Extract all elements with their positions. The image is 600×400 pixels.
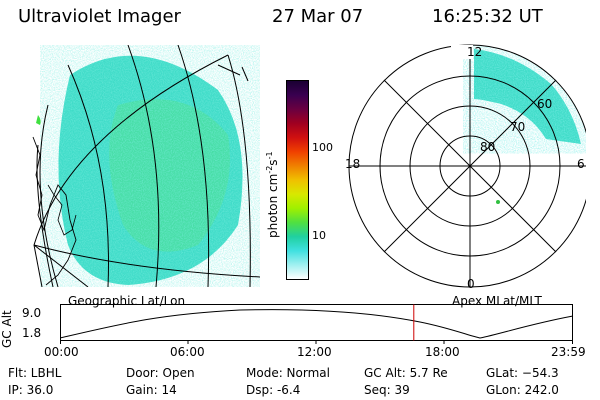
gain-info: Gain: 14: [126, 383, 177, 397]
timeline-tick-0600: 06:00: [170, 345, 205, 359]
timeline-ymax: 9.0: [22, 306, 42, 320]
colorbar-label: photon cm-2s-1: [265, 151, 280, 238]
instrument-title: Ultraviolet Imager: [18, 6, 181, 27]
mlt-label-18: 18: [345, 157, 361, 171]
mlt-label-6: 6: [577, 157, 585, 171]
mode-info: Mode: Normal: [246, 366, 330, 380]
colorbar-tick-10: 10: [312, 229, 326, 242]
lat-label-70: 70: [510, 120, 526, 134]
colorbar: [286, 80, 309, 280]
time-label: 16:25:32 UT: [432, 6, 543, 27]
timeline-plot: [60, 304, 574, 344]
mlt-label-0: 0: [467, 277, 475, 291]
ip-info: IP: 36.0: [8, 383, 54, 397]
filter-info: Flt: LBHL: [8, 366, 62, 380]
glon-info: GLon: 242.0: [486, 383, 559, 397]
lat-label-80: 80: [480, 140, 496, 154]
colorbar-tick-100: 100: [312, 141, 333, 154]
timeline-ymin: 1.8: [22, 326, 42, 340]
timeline-tick-1200: 12:00: [297, 345, 332, 359]
lat-label-60: 60: [537, 97, 553, 111]
polar-plot: [348, 44, 586, 288]
date-label: 27 Mar 07: [272, 6, 364, 27]
altitude-curve: [60, 309, 574, 339]
door-info: Door: Open: [126, 366, 195, 380]
dsp-info: Dsp: -6.4: [246, 383, 301, 397]
timeline-tick-0000: 00:00: [44, 345, 79, 359]
geographic-image: [32, 45, 260, 287]
timeline-ylabel: GC Alt: [0, 310, 14, 348]
mlt-label-12: 12: [467, 45, 483, 59]
gcalt-info: GC Alt: 5.7 Re: [364, 366, 448, 380]
seq-info: Seq: 39: [364, 383, 410, 397]
timeline-tick-1800: 18:00: [425, 345, 460, 359]
timeline-tick-2359: 23:59: [551, 345, 586, 359]
glat-info: GLat: −54.3: [486, 366, 559, 380]
